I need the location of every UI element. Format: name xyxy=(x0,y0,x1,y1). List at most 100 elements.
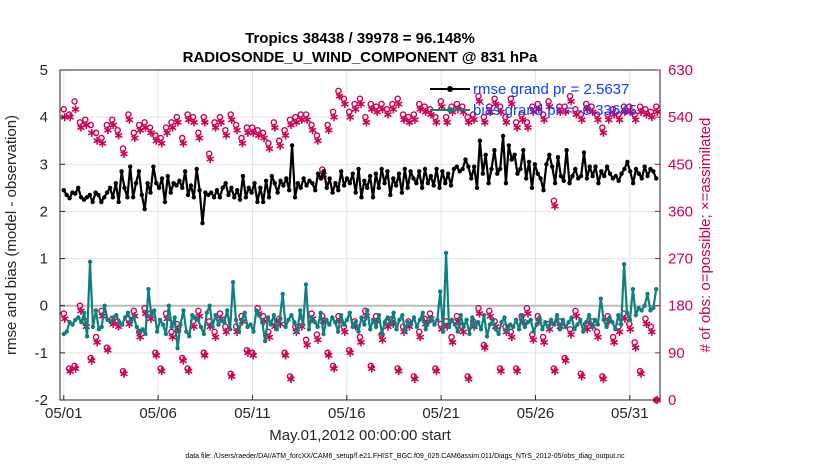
bias-point xyxy=(490,317,495,323)
obs-assimilated-marker xyxy=(141,123,150,132)
bias-point xyxy=(403,329,408,334)
rmse-point xyxy=(590,173,595,179)
obs-possible-marker xyxy=(173,113,181,121)
rmse-point xyxy=(301,176,306,181)
bias-point xyxy=(108,320,113,325)
bias-point xyxy=(446,324,452,330)
bias-point xyxy=(64,329,69,334)
rmse-point xyxy=(440,169,445,174)
obs-possible-marker xyxy=(561,103,568,110)
plot-frame xyxy=(59,69,661,401)
obs-possible-marker xyxy=(259,129,267,137)
rmse-point xyxy=(246,185,251,191)
bias-point xyxy=(581,329,586,334)
bias-point xyxy=(300,322,306,327)
rmse-point xyxy=(330,190,335,195)
obs-possible-marker xyxy=(496,103,504,110)
bias-point xyxy=(373,324,379,330)
obs-assimilated-marker xyxy=(610,338,619,347)
bias-point xyxy=(99,324,104,330)
obs-possible-marker xyxy=(448,333,455,341)
bias-point xyxy=(534,322,539,327)
rmse-point xyxy=(645,173,650,179)
bias-point xyxy=(546,324,551,330)
rmse-point xyxy=(492,147,497,153)
obs-possible-marker xyxy=(205,150,213,158)
obs-possible-marker xyxy=(394,95,402,103)
x-tick-label: 05/31 xyxy=(611,405,649,422)
bias-point xyxy=(604,324,609,330)
obs-assimilated-marker xyxy=(475,97,484,106)
obs-assimilated-marker xyxy=(524,309,532,318)
bias-point xyxy=(397,317,402,323)
rmse-point xyxy=(388,192,393,198)
obs-possible-marker xyxy=(545,98,552,105)
bias-point xyxy=(525,320,531,325)
rmse-point xyxy=(217,195,223,200)
obs-assimilated-marker xyxy=(103,126,112,135)
bias-point xyxy=(149,312,154,318)
bias-point xyxy=(508,322,513,327)
obs-possible-marker xyxy=(92,129,100,137)
bias-point xyxy=(528,317,533,323)
obs-assimilated-marker xyxy=(610,110,619,119)
bias-point xyxy=(198,324,204,330)
obs-assimilated-marker xyxy=(443,118,452,127)
rmse-point xyxy=(318,176,324,181)
obs-possible-marker xyxy=(248,124,256,131)
obs-assimilated-marker xyxy=(394,100,403,109)
obs-assimilated-marker xyxy=(303,115,312,124)
obs-possible-marker xyxy=(647,108,655,116)
bias-point xyxy=(455,329,460,334)
bias-point xyxy=(189,312,195,318)
x-tick-label: 05/01 xyxy=(45,405,83,422)
rmse-point xyxy=(281,183,286,188)
rmse-point xyxy=(148,190,153,195)
obs-assimilated-marker xyxy=(168,123,177,132)
bias-point xyxy=(513,317,519,323)
bias-point xyxy=(601,317,606,323)
rmse-point xyxy=(500,133,506,139)
bias-point xyxy=(102,303,107,308)
rmse-point xyxy=(102,195,107,200)
rmse-point xyxy=(122,185,127,191)
rmse-point xyxy=(480,171,486,176)
bias-point xyxy=(592,317,598,323)
obs-possible-marker xyxy=(82,116,89,124)
obs-possible-marker xyxy=(200,113,208,121)
rmse-point xyxy=(208,190,214,195)
obs-assimilated-marker xyxy=(599,375,608,384)
bias-point xyxy=(175,345,180,351)
obs-assimilated-marker xyxy=(324,126,333,135)
bias-point xyxy=(330,315,335,320)
obs-assimilated-marker xyxy=(120,369,128,378)
obs-assimilated-marker xyxy=(270,123,279,132)
bias-point xyxy=(82,310,87,315)
bias-point xyxy=(408,322,414,327)
rmse-point xyxy=(445,171,451,176)
obs-possible-marker xyxy=(566,92,574,100)
rmse-point xyxy=(604,164,610,169)
y-tick-label: 0 xyxy=(40,298,48,315)
obs-assimilated-marker xyxy=(432,367,441,376)
obs-assimilated-marker xyxy=(249,351,258,360)
bias-point xyxy=(321,331,326,337)
rmse-point xyxy=(252,180,257,186)
rmse-point xyxy=(336,188,341,193)
rmse-point xyxy=(431,183,436,188)
bias-point xyxy=(260,320,265,325)
obs-assimilated-marker xyxy=(335,92,344,101)
bias-point xyxy=(578,317,583,323)
bias-point xyxy=(537,315,542,320)
obs-possible-marker xyxy=(114,126,121,134)
bias-point xyxy=(619,322,624,327)
obs-possible-marker xyxy=(362,113,369,121)
rmse-point xyxy=(304,183,309,188)
rmse-point xyxy=(177,178,182,183)
obs-possible-marker xyxy=(340,95,348,103)
bias-point xyxy=(318,310,323,315)
bias-point xyxy=(464,317,469,323)
rmse-point xyxy=(194,166,199,172)
rmse-point xyxy=(162,199,168,205)
obs-possible-marker xyxy=(211,328,218,336)
